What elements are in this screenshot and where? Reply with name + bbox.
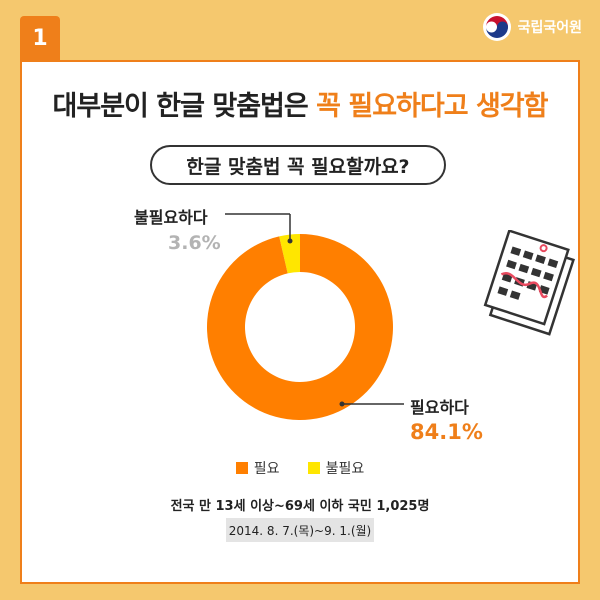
legend-item-need: 필요 bbox=[235, 458, 280, 478]
brand-name: 국립국어원 bbox=[517, 20, 582, 36]
question-pill: 한글 맞춤법 꼭 필요할까요? bbox=[150, 145, 446, 185]
page-number-badge: 1 bbox=[20, 16, 60, 60]
slice-label-need: 필요하다 bbox=[410, 398, 469, 417]
slice-value-need: 84.1% bbox=[410, 420, 483, 444]
brand: 국립국어원 bbox=[482, 12, 582, 42]
survey-date-text: 2014. 8. 7.(목)~9. 1.(월) bbox=[228, 523, 372, 538]
badge-number: 1 bbox=[32, 25, 48, 51]
survey-date: 2014. 8. 7.(목)~9. 1.(월) bbox=[226, 518, 374, 542]
donut-slice-no-need bbox=[279, 234, 300, 274]
slice-value-no-need: 3.6% bbox=[168, 232, 221, 254]
legend-item-no-need: 불필요 bbox=[307, 458, 365, 478]
headline-highlight: 꼭 필요하다고 생각함 bbox=[316, 91, 548, 122]
question-text: 한글 맞춤법 꼭 필요할까요? bbox=[186, 155, 410, 178]
legend-swatch-need bbox=[235, 462, 248, 474]
leader-dot-no-need bbox=[287, 238, 293, 244]
survey-note: 전국 만 13세 이상~69세 이하 국민 1,025명 bbox=[170, 499, 430, 514]
legend-label-no-need: 불필요 bbox=[325, 461, 365, 477]
headline-part1: 대부분이 한글 맞춤법은 bbox=[52, 91, 317, 122]
taegeuk-logo-icon bbox=[482, 13, 511, 41]
leader-dot-need bbox=[339, 401, 345, 407]
donut-slice-need bbox=[207, 234, 393, 420]
legend-label-need: 필요 bbox=[253, 461, 280, 477]
headline: 대부분이 한글 맞춤법은 꼭 필요하다고 생각함 bbox=[0, 84, 600, 123]
donut-slices bbox=[207, 234, 393, 420]
legend-swatch-no-need bbox=[307, 462, 320, 474]
slice-label-no-need: 불필요하다 bbox=[134, 208, 208, 227]
chart-legend: 필요 불필요 bbox=[0, 458, 600, 478]
calendar-illustration-icon bbox=[483, 230, 575, 336]
